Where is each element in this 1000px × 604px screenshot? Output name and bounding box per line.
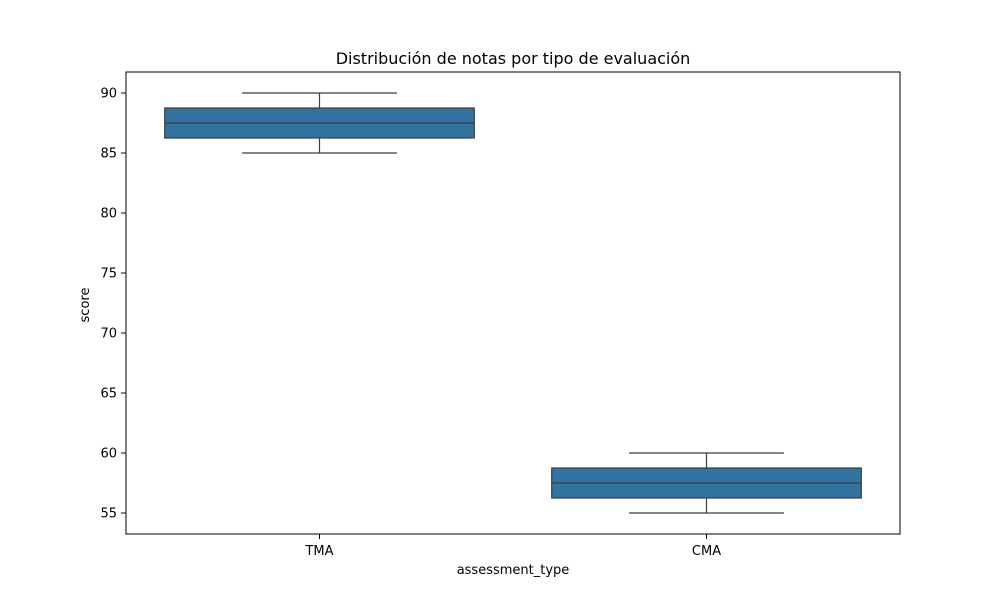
y-tick-label: 55: [100, 507, 117, 522]
axes-frame: [125, 71, 901, 535]
y-tick-label: 90: [100, 87, 117, 102]
x-tick-label: CMA: [692, 544, 721, 559]
x-tick-label: TMA: [304, 544, 333, 559]
y-axis-label: score: [78, 288, 93, 323]
x-axis-label: assessment_type: [457, 563, 570, 578]
y-tick-label: 75: [100, 267, 117, 282]
y-tick-label: 65: [100, 387, 117, 402]
plot-area: 55 60 65 70 75 80 85 90 TMA CMA: [100, 87, 862, 559]
y-tick-label: 80: [100, 207, 117, 222]
y-tick-label: 70: [100, 327, 117, 342]
y-tick-label: 85: [100, 147, 117, 162]
y-tick-label: 60: [100, 447, 117, 462]
chart-title: Distribución de notas por tipo de evalua…: [336, 49, 691, 68]
